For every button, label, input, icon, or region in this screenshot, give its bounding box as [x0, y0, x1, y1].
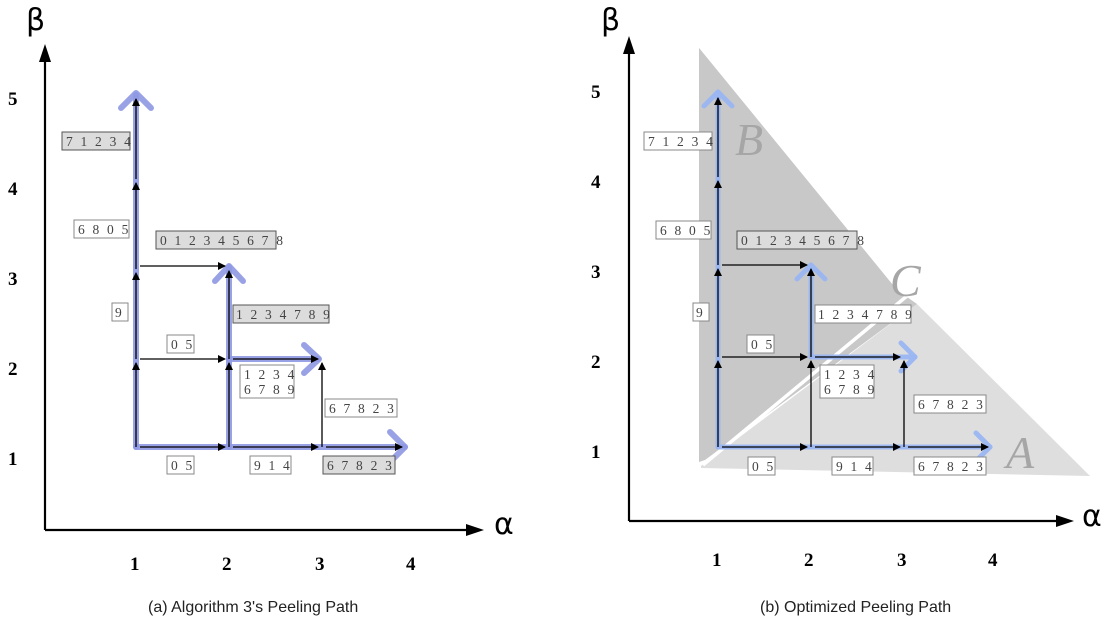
label-b-67823-bottom: 6 7 8 2 3: [913, 456, 987, 476]
x-axis-label: α: [1082, 499, 1102, 534]
label-a-6805: 6 8 0 5: [73, 219, 131, 239]
svg-text:1 2 3 4 7 8 9: 1 2 3 4 7 8 9: [818, 307, 914, 322]
region-letter-b: B: [735, 114, 763, 165]
label-a-1234789: 1 2 3 4 7 8 9: [232, 304, 332, 324]
x-tick-1: 1: [130, 554, 140, 575]
caption-b: (b) Optimized Peeling Path: [760, 599, 951, 616]
svg-text:7 1 2 3 4: 7 1 2 3 4: [648, 134, 715, 149]
svg-text:6 8 0 5: 6 8 0 5: [660, 223, 713, 238]
label-a-1234-6789: 1 2 3 4 6 7 8 9: [239, 364, 297, 399]
svg-text:1 2 3 4 7 8 9: 1 2 3 4 7 8 9: [236, 307, 332, 322]
svg-text:0 5: 0 5: [171, 458, 194, 473]
svg-text:6 7 8 2 3: 6 7 8 2 3: [918, 397, 985, 412]
x-tick-2: 2: [222, 554, 232, 575]
y-axis-arrow: [39, 44, 51, 62]
svg-text:9: 9: [696, 305, 705, 320]
label-b-1234-6789: 1 2 3 4 6 7 8 9: [819, 364, 877, 399]
x-axis-arrow: [1056, 515, 1074, 527]
svg-text:9 1 4: 9 1 4: [254, 458, 292, 473]
region-b-upper: [699, 48, 917, 462]
svg-text:1 2 3 4: 1 2 3 4: [824, 367, 877, 382]
label-b-1234789: 1 2 3 4 7 8 9: [814, 304, 914, 324]
region-a-light: [701, 304, 1090, 476]
svg-text:6 7 8 2 3: 6 7 8 2 3: [918, 459, 985, 474]
y-tick-1: 1: [8, 449, 18, 470]
thin-arrows-b: [714, 97, 989, 451]
label-a-012345678: 0 1 2 3 4 5 6 7 8: [155, 230, 285, 250]
y-tick-2: 2: [591, 352, 601, 373]
y-axis-label: β: [601, 3, 620, 38]
panel-b: β α 5 4 3 2 1 1 2 3 4 B C A: [591, 3, 1102, 616]
label-b-05-bottom: 0 5: [747, 456, 776, 476]
label-a-71234: 7 1 2 3 4: [61, 131, 133, 151]
region-letter-a: A: [1003, 427, 1035, 478]
svg-text:6 7 8 9: 6 7 8 9: [244, 382, 297, 397]
label-a-05-mid: 0 5: [166, 334, 195, 354]
region-letter-c: C: [890, 255, 922, 306]
label-a-05-bottom: 0 5: [166, 455, 195, 475]
svg-text:9: 9: [115, 305, 124, 320]
y-tick-1: 1: [591, 442, 601, 463]
y-axis-arrow: [623, 36, 635, 54]
y-tick-4: 4: [8, 179, 18, 200]
svg-text:6 7 8 9: 6 7 8 9: [824, 382, 877, 397]
svg-text:0 5: 0 5: [751, 337, 774, 352]
label-b-05-mid: 0 5: [746, 334, 775, 354]
label-a-67823-bottom: 6 7 8 2 3: [322, 455, 396, 475]
x-tick-1: 1: [712, 550, 722, 571]
svg-text:6 7 8 2 3: 6 7 8 2 3: [327, 458, 394, 473]
y-tick-3: 3: [591, 262, 601, 283]
svg-text:6 7 8 2 3: 6 7 8 2 3: [329, 401, 396, 416]
x-tick-3: 3: [315, 554, 325, 575]
svg-text:0 1 2 3 4 5 6 7 8: 0 1 2 3 4 5 6 7 8: [160, 233, 285, 248]
y-tick-4: 4: [591, 172, 601, 193]
x-tick-4: 4: [406, 554, 416, 575]
label-a-9: 9: [111, 302, 129, 322]
label-a-914: 9 1 4: [249, 455, 292, 475]
svg-text:0 5: 0 5: [171, 337, 194, 352]
caption-a: (a) Algorithm 3's Peeling Path: [148, 599, 358, 616]
label-b-012345678: 0 1 2 3 4 5 6 7 8: [736, 230, 866, 250]
y-axis-label: β: [26, 3, 45, 38]
x-tick-3: 3: [897, 550, 907, 571]
svg-text:0 5: 0 5: [752, 459, 775, 474]
x-tick-2: 2: [804, 550, 814, 571]
label-b-9: 9: [692, 302, 710, 322]
label-b-67823-up: 6 7 8 2 3: [913, 394, 987, 414]
x-tick-4: 4: [988, 550, 998, 571]
thin-arrows-a: [132, 98, 403, 451]
svg-text:1 2 3 4: 1 2 3 4: [244, 367, 297, 382]
y-tick-2: 2: [8, 359, 18, 380]
label-b-914: 9 1 4: [831, 456, 874, 476]
x-axis-label: α: [494, 507, 514, 542]
label-a-67823-up: 6 7 8 2 3: [324, 398, 398, 418]
y-tick-3: 3: [8, 269, 18, 290]
svg-text:0 1 2 3 4 5 6 7 8: 0 1 2 3 4 5 6 7 8: [741, 233, 866, 248]
label-b-6805: 6 8 0 5: [655, 220, 713, 240]
svg-text:9 1 4: 9 1 4: [836, 459, 874, 474]
y-tick-5: 5: [591, 82, 601, 103]
panel-a: β α 5 4 3 2 1 1 2 3 4: [8, 3, 514, 616]
y-tick-5: 5: [8, 89, 18, 110]
label-b-71234: 7 1 2 3 4: [643, 131, 715, 151]
svg-text:7 1 2 3 4: 7 1 2 3 4: [66, 134, 133, 149]
svg-text:6 8 0 5: 6 8 0 5: [78, 222, 131, 237]
x-axis-arrow: [466, 524, 484, 536]
